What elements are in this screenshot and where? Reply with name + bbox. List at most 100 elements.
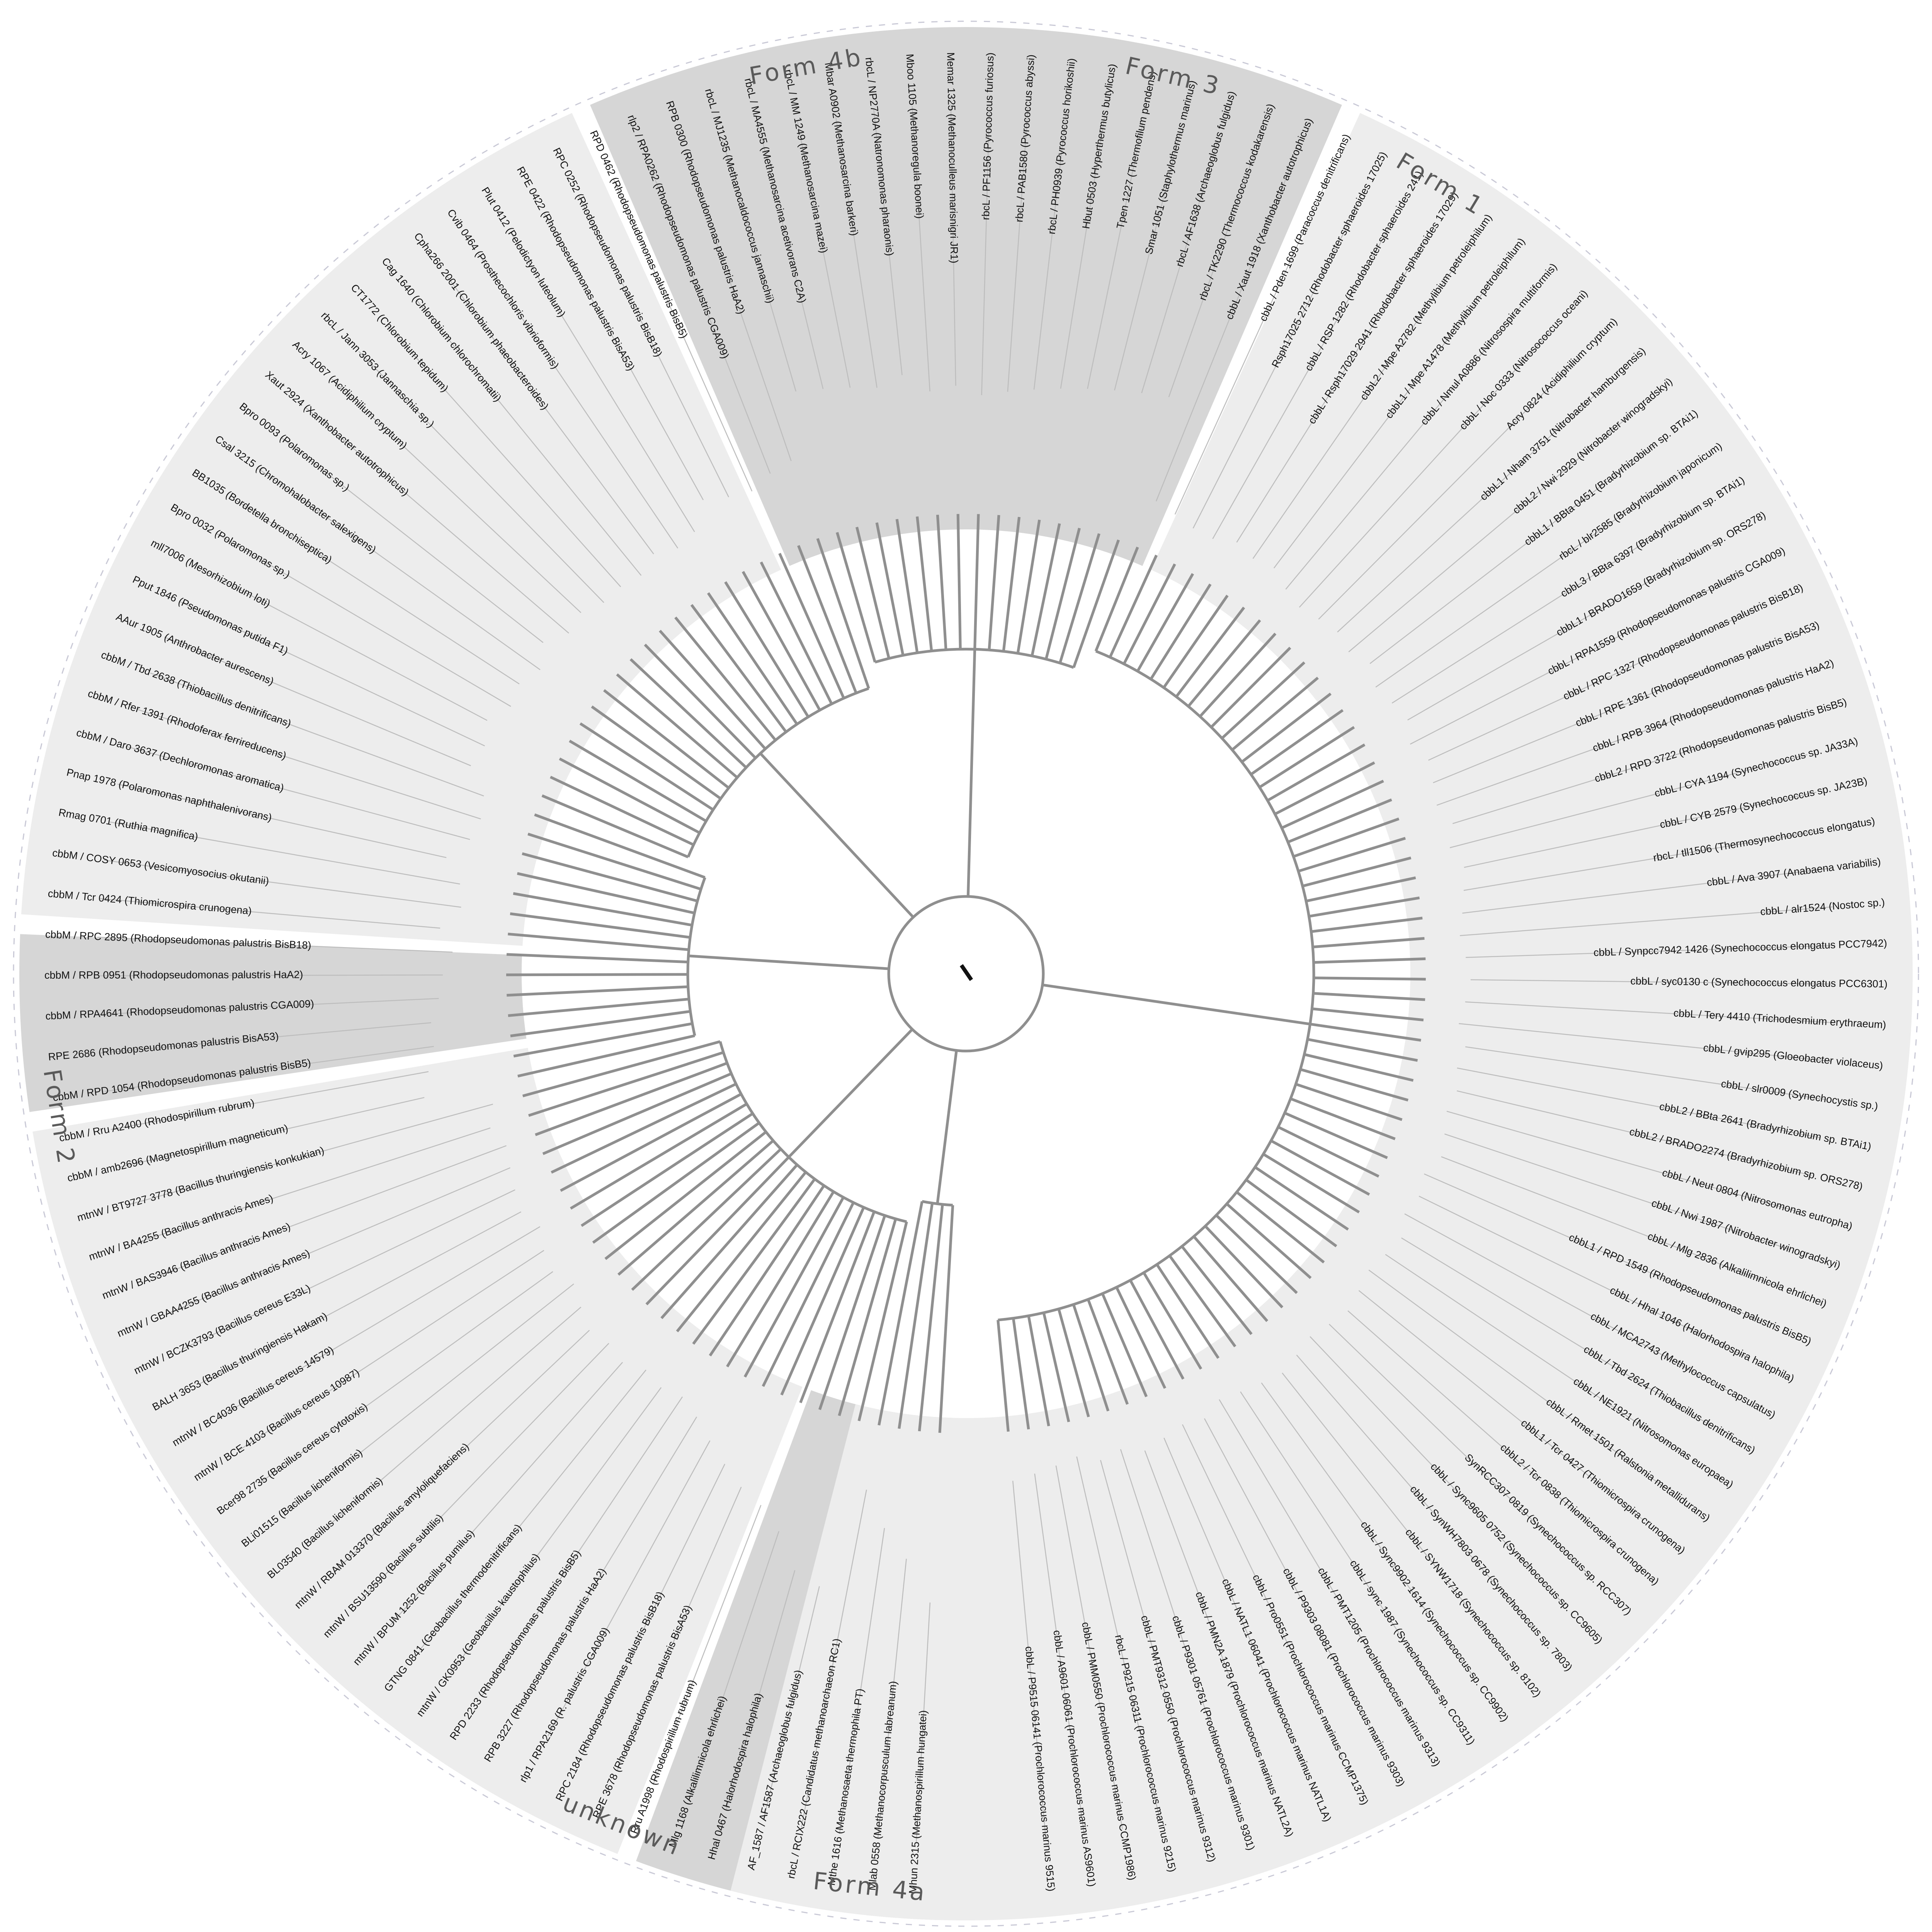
leaf-branch (1129, 1279, 1185, 1380)
leaf-guide-line (481, 1396, 683, 1696)
leaf-guide-line (1401, 1237, 1710, 1425)
leaf-guide-line (1236, 237, 1429, 543)
leaf-branch (743, 1197, 845, 1378)
leaf-guide-line (1252, 258, 1461, 559)
leaf-guide-line (514, 1417, 697, 1717)
leaf-branch (1312, 1007, 1424, 1022)
leaf-branch (1311, 917, 1423, 933)
leaf-branch (535, 1061, 728, 1136)
leaf-guide-line (1348, 413, 1632, 653)
clade-stem (759, 752, 915, 918)
leaf-branch (936, 515, 947, 650)
leaf-branch (580, 1112, 753, 1227)
leaf-guide-line (334, 1330, 590, 1572)
leaf-branch (1306, 876, 1416, 903)
leaf-branch (973, 514, 980, 650)
leaf-branch (1162, 595, 1229, 689)
leaf-guide-line (950, 104, 956, 386)
leaf-branch (1057, 1308, 1090, 1417)
leaf-branch (838, 1218, 897, 1416)
clade-stem (787, 1028, 913, 1158)
leaf-branch (1150, 583, 1212, 680)
leaf-guide-line (1449, 754, 1808, 849)
leaf-guide-line (97, 974, 443, 976)
clade-sector (590, 27, 1342, 566)
leaf-guide-line (1428, 609, 1756, 761)
leaf-branch (1199, 633, 1277, 718)
leaf-branch (603, 689, 730, 789)
leaf-guide-line (797, 121, 851, 388)
leaf-branch (1215, 1214, 1298, 1294)
leaf-branch (645, 1156, 790, 1306)
leaf-branch (1302, 856, 1412, 888)
leaf-guide-line (111, 1071, 429, 1130)
leaf-branch (988, 515, 1000, 650)
leaf-guide-line (1120, 1449, 1235, 1801)
leaf-guide-line (1060, 115, 1105, 389)
leaf-guide-line (544, 213, 704, 500)
leaf-branch (579, 722, 714, 811)
leaf-guide-line (1055, 1465, 1123, 1829)
leaf-guide-line (912, 106, 930, 391)
leaf-guide-line (1347, 1310, 1618, 1549)
leaf-guide-line (138, 709, 481, 820)
leaf-branch (527, 833, 702, 891)
leaf-branch (709, 1185, 825, 1357)
leaf-branch (1313, 976, 1426, 981)
leaf-branch (1109, 554, 1158, 658)
leaf-guide-line (652, 1505, 762, 1785)
leaf-guide-line (1369, 444, 1656, 664)
leaf-branch (726, 1191, 835, 1367)
leaf-guide-line (260, 1271, 553, 1483)
leaf-branch (551, 1083, 737, 1174)
leaf-branch (1313, 992, 1425, 1001)
leaf-branch (997, 1320, 1010, 1432)
leaf-branch (510, 912, 690, 939)
leaf-guide-line (281, 437, 544, 643)
leaf-guide-line (1144, 1450, 1272, 1788)
clade-stem (966, 649, 976, 897)
leaf-branch (1267, 743, 1366, 802)
leaf-branch (818, 1215, 886, 1410)
leaf-guide-line (801, 1490, 867, 1828)
leaf-guide-line (151, 1145, 507, 1279)
leaf-branch (799, 1211, 876, 1403)
leaf-guide-line (613, 179, 753, 492)
outer-guide-ring (13, 20, 1919, 1927)
leaf-branch (742, 571, 821, 711)
leaf-branch (1136, 573, 1194, 672)
leaf-guide-line (1155, 167, 1291, 502)
leaf-branch (1287, 798, 1392, 844)
leaf-branch (549, 776, 694, 846)
clade-sectors (19, 27, 1913, 1920)
leaf-guide-line (1034, 1473, 1085, 1835)
leaf-branch (616, 673, 738, 779)
root-marker (959, 964, 973, 981)
leaf-guide-line (118, 1097, 425, 1168)
leaf-guide-line (1385, 1254, 1689, 1458)
leaf-guide-line (478, 253, 679, 549)
leaf-guide-line (1299, 330, 1552, 608)
leaf-branch (1210, 646, 1291, 728)
leaf-guide-line (1337, 384, 1606, 633)
leaf-branch (1313, 937, 1425, 949)
leaf-guide-line (1100, 1460, 1198, 1812)
leaf-branch (508, 932, 689, 951)
leaf-branch (674, 616, 777, 741)
leaf-guide-line (306, 407, 569, 634)
leaf-branch (629, 658, 747, 769)
leaf-guide-line (1446, 1111, 1802, 1214)
leaf-guide-line (1424, 1173, 1763, 1323)
leaf-branch (660, 1164, 798, 1319)
leaf-branch (1293, 817, 1400, 858)
leaf-branch (569, 740, 707, 823)
clade-sector (21, 113, 781, 946)
leaf-branch (1192, 1235, 1269, 1322)
leaf-branch (1295, 1083, 1403, 1121)
leaf-guide-line (166, 1167, 510, 1315)
leaf-guide-line (582, 1464, 725, 1754)
leaf-guide-line (1273, 281, 1492, 568)
leaf-branch (541, 794, 689, 859)
clade-stem (1042, 983, 1311, 1026)
leaf-guide-line (1433, 644, 1771, 783)
